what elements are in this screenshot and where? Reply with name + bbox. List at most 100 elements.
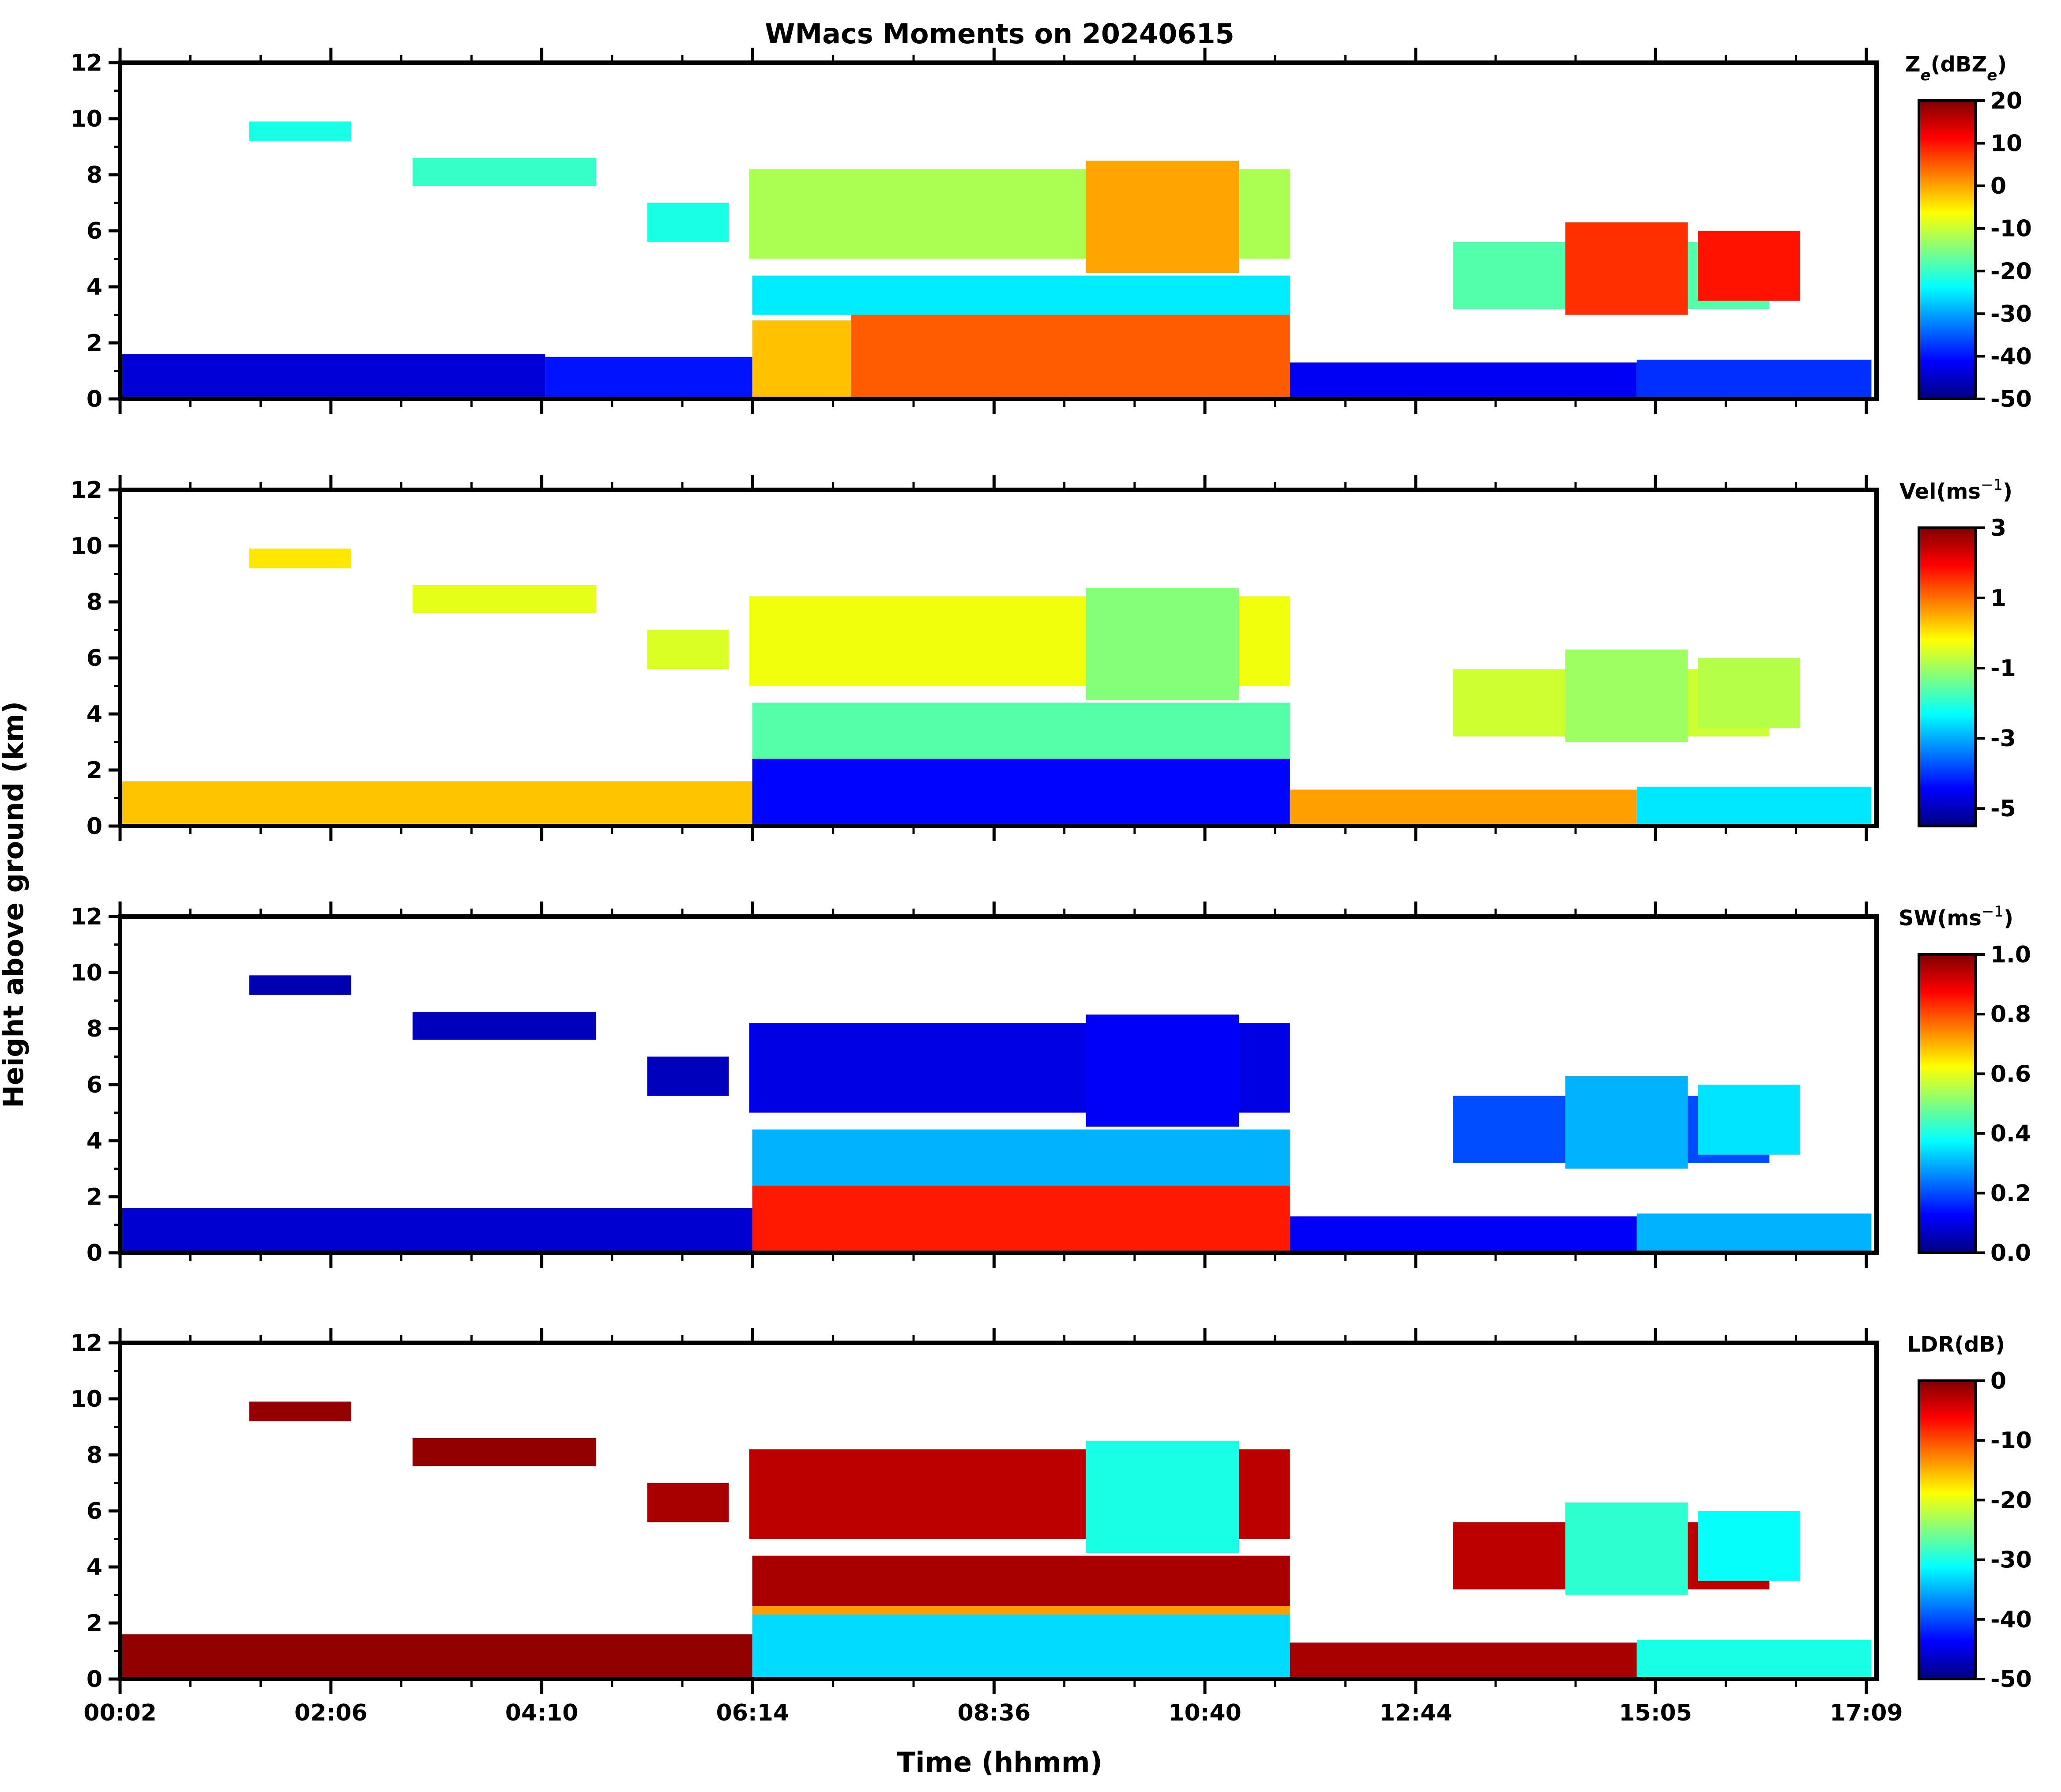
data-region [1290,362,1637,399]
data-region [647,1056,729,1096]
cbar-title-end: ) [1997,52,2007,77]
data-region [120,354,545,399]
data-region [249,548,352,568]
colorbar-tick-label: -3 [1990,725,2016,752]
y-tick-label: 12 [71,1330,102,1356]
colorbar-title: LDR(dB) [1907,1332,2005,1357]
colorbar-tick-label: -10 [1990,216,2032,242]
data-region [1290,1642,1637,1679]
x-tick-label: 12:44 [1379,1700,1452,1726]
data-region [1290,1216,1637,1253]
y-tick-label: 0 [87,813,102,840]
colorbar-tick-label: 0.6 [1990,1061,2031,1087]
y-tick-label: 2 [87,1610,102,1637]
data-region [752,1555,1290,1606]
colorbar-tick-label: 1 [1990,585,2006,612]
data-region [1698,1511,1800,1581]
x-axis-label: Time (hhmm) [897,1746,1102,1778]
colorbar-title: Vel(ms−1) [1899,476,2012,504]
panels-layer: 02468101220100-10-20-30-40-50Ze(dBZe)024… [71,48,2032,1726]
colorbar-frame [1918,953,1977,1254]
data-region [249,121,352,141]
x-tick-label: 02:06 [294,1700,368,1726]
y-tick-label: 2 [87,1184,102,1210]
x-tick-label: 08:36 [958,1700,1031,1726]
colorbar-title: SW(ms−1) [1899,903,2013,931]
cbar-title-end: ) [2004,906,2013,931]
data-region [752,1185,1290,1253]
y-tick-label: 2 [87,757,102,784]
data-region [1565,649,1688,742]
x-tick-label: 10:40 [1168,1700,1241,1726]
cbar-title-sup: −1 [1981,476,2003,494]
colorbar-tick-label: 0 [1990,1368,2006,1394]
y-tick-label: 12 [71,50,102,76]
data-region [1636,787,1872,826]
y-tick-label: 8 [87,589,102,616]
y-tick-label: 8 [87,162,102,188]
colorbar-tick-label: -1 [1990,655,2016,682]
y-tick-label: 6 [87,645,102,672]
cbar-title-main: LDR(dB) [1907,1332,2005,1357]
y-tick-label: 4 [87,274,102,301]
colorbar-frame [1918,526,1977,827]
colorbar-tick-label: 10 [1990,131,2022,157]
colorbar [1919,528,1975,826]
chart-title: WMacs Moments on 20240615 [765,18,1234,50]
colorbar-tick-label: -20 [1990,1487,2032,1514]
data-region [752,1606,1290,1615]
colorbar-tick-label: -40 [1990,343,2032,370]
x-tick-label: 15:05 [1619,1700,1692,1726]
colorbar-title: Ze(dBZe) [1905,52,2007,84]
y-tick-label: 8 [87,1016,102,1042]
y-tick-label: 8 [87,1442,102,1469]
colorbar-tick-label: 0.2 [1990,1180,2031,1207]
data-region [752,1614,1290,1679]
colorbar [1919,1381,1975,1679]
colorbar-tick-label: -20 [1990,258,2032,285]
cbar-title-main: SW(ms [1899,906,1982,931]
data-region [249,975,352,995]
cbar-title-main: Z [1905,52,1921,77]
data-region [1086,161,1239,273]
y-tick-label: 10 [71,960,102,986]
colorbar-tick-label: -30 [1990,1547,2032,1574]
data-region [249,1401,352,1421]
panel-ldr: 0 2 4 6 8 10 12 00:02 02:06 04:10 06:14 08:36 10:40 1… [71,1328,2032,1726]
colorbar-tick-label: 0.0 [1990,1240,2031,1266]
colorbar-tick-label: -50 [1990,1666,2032,1693]
data-region [412,158,596,186]
y-tick-label: 0 [87,1240,102,1266]
data-region [647,630,729,669]
colorbar-tick-label: 0.8 [1990,1001,2031,1028]
colorbar-tick-label: 3 [1990,515,2006,541]
y-tick-label: 2 [87,330,102,357]
colorbar-tick-label: 1.0 [1990,942,2031,968]
colorbar-tick-label: 20 [1990,88,2022,114]
colorbar-tick-label: -30 [1990,301,2032,327]
data-region [1086,1441,1239,1553]
colorbar-tick-label: -40 [1990,1607,2032,1633]
colorbar [1919,954,1975,1253]
data-region [1086,1014,1239,1127]
cbar-title-end: ) [2003,479,2012,504]
data-region [120,781,752,826]
colorbar-frame [1918,1379,1977,1680]
y-tick-label: 12 [71,477,102,503]
data-region [412,1438,596,1466]
panel-ze: 0 2 4 6 8 10 12 20 10 0 -10 -20 -30 -40 -50 Ze(dBZe) [71,48,2032,414]
data-region [1565,222,1688,315]
x-tick-label: 17:09 [1830,1700,1903,1726]
y-tick-label: 4 [87,701,102,728]
data-region [120,1208,752,1253]
y-tick-label: 0 [87,1666,102,1693]
y-tick-label: 6 [87,218,102,244]
colorbar-tick-label: -5 [1990,796,2016,822]
data-region [1565,1502,1688,1595]
data-region [851,315,1290,399]
y-tick-label: 10 [71,106,102,132]
data-region [412,1011,596,1040]
panel-sw: 0 2 4 6 8 10 12 1.0 0.8 0.6 0.4 0.2 0.0 SW(ms−1) [71,902,2031,1268]
colorbar-tick-label: -50 [1990,386,2032,413]
data-region [1565,1076,1688,1169]
